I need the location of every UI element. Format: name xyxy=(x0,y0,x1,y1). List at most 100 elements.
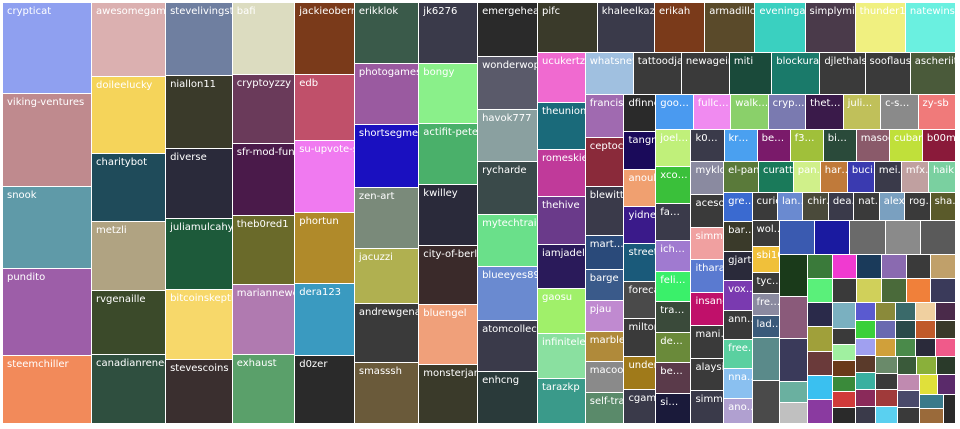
tile xyxy=(936,338,956,357)
tile: bafi xyxy=(232,3,296,76)
tile xyxy=(857,254,883,280)
tile-label: phortun xyxy=(299,215,339,227)
tile-label: aceso… xyxy=(695,197,725,209)
tile: c-s… xyxy=(881,94,919,130)
tile: b00m xyxy=(922,129,956,163)
tile xyxy=(815,221,851,255)
tile: milton… xyxy=(624,319,657,357)
tile-label: photogames xyxy=(358,66,420,78)
tile-label: har… xyxy=(824,165,847,177)
tile-label: juli… xyxy=(847,97,873,109)
tile-label: awesomegames007 xyxy=(96,6,166,17)
tile: tyc… xyxy=(752,272,781,295)
tile-label: forecas… xyxy=(628,284,655,296)
tile-label: tyc… xyxy=(756,275,781,287)
tile xyxy=(808,327,833,352)
tile-label: cryp… xyxy=(772,97,805,109)
tile: walk… xyxy=(731,94,769,130)
tile: edb xyxy=(295,74,355,141)
tile-label: thet… xyxy=(810,97,841,109)
tile xyxy=(935,303,956,321)
tile xyxy=(897,375,920,392)
tile-label: bitcoinskeptic xyxy=(170,293,233,305)
tile: diverse xyxy=(166,149,233,219)
tile: rvgenaille xyxy=(92,290,167,355)
tile: dera123 xyxy=(295,284,355,357)
tile-label: erikklok xyxy=(358,6,399,17)
tile-label: thehive xyxy=(542,200,580,212)
tile xyxy=(808,375,833,400)
tile-label: armadillom… xyxy=(709,6,756,17)
tile-label: atomcollect… xyxy=(482,323,537,335)
tile-label: buci… xyxy=(851,165,874,177)
tile xyxy=(919,394,944,410)
tile-label: bafi xyxy=(236,6,256,17)
tile-label: yidneth xyxy=(628,210,656,222)
tile xyxy=(808,279,833,304)
tile: nna… xyxy=(724,369,753,399)
tile-label: myklo… xyxy=(695,165,723,177)
tile xyxy=(875,320,896,339)
tile-label: bar… xyxy=(728,225,753,237)
tile-label: zy-sb xyxy=(922,97,949,109)
tile-label: natewinstee… xyxy=(909,6,955,17)
tile xyxy=(876,373,898,391)
tile xyxy=(897,391,920,408)
tile-label: ceptocide… xyxy=(589,140,624,152)
tile: tattoodjay xyxy=(633,52,682,95)
tile xyxy=(917,356,937,376)
tile-label: streets… xyxy=(628,247,655,259)
tile-label: charitybot xyxy=(96,157,148,169)
tile-label: djlethalsk… xyxy=(824,55,864,67)
tile-label: b00m xyxy=(926,132,956,144)
tile-label: doileelucky xyxy=(96,79,153,91)
tile: atomcollect… xyxy=(478,320,538,373)
tile-label: barge xyxy=(589,273,619,285)
tile: simma… xyxy=(691,227,725,261)
tile: erikklok xyxy=(354,3,420,64)
tile: ucukertz xyxy=(538,52,586,103)
tile: si… xyxy=(656,393,692,424)
tile xyxy=(937,375,956,395)
tile-label: masoo… xyxy=(860,132,889,144)
tile-label: ich… xyxy=(660,244,685,256)
tile: sbi10 xyxy=(752,246,781,273)
tile-label: metzli xyxy=(96,224,127,236)
tile: thunder1510 xyxy=(855,3,906,53)
tile: jackieobermeyer xyxy=(295,3,355,75)
tile: pifc xyxy=(538,3,598,53)
tile-label: dea… xyxy=(832,196,853,208)
tile: wonderwop xyxy=(478,56,538,111)
tile: free… xyxy=(724,340,753,370)
tile-label: infinitele… xyxy=(542,337,586,349)
tile-label: theunion xyxy=(542,105,586,117)
tile xyxy=(808,399,833,424)
tile-label: wol… xyxy=(756,224,780,236)
tile-label: whatsnew xyxy=(589,55,633,67)
tile: mani… xyxy=(691,325,725,359)
tile-label: newageinv xyxy=(685,55,729,67)
tile xyxy=(896,338,917,357)
tile xyxy=(808,254,833,280)
tile-label: su-upvote-stats xyxy=(299,143,354,155)
tile: be… xyxy=(656,363,692,394)
tile-label: blewitt xyxy=(589,190,624,202)
tile-label: diverse xyxy=(170,152,207,164)
tile: bar… xyxy=(724,222,753,252)
tile: niallon11 xyxy=(166,76,233,150)
tile: ann… xyxy=(724,310,753,340)
tile-label: simms… xyxy=(695,394,723,406)
tile-label: rycharde xyxy=(482,164,527,176)
tile-label: crypticat xyxy=(7,6,52,17)
tile: sfr-mod-fund xyxy=(232,143,296,217)
tile-label: jacuzzi xyxy=(358,251,393,263)
tile: yidneth xyxy=(624,207,657,245)
tile: havok777 xyxy=(478,110,538,162)
tile-label: bluengel xyxy=(423,307,467,319)
tile-label: curie xyxy=(756,196,777,208)
tile xyxy=(876,390,898,408)
tile-label: tra… xyxy=(660,305,685,317)
tile-label: anouk… xyxy=(628,172,655,184)
tile: awesomegames007 xyxy=(92,3,167,77)
tile-label: romeskie xyxy=(542,152,586,164)
